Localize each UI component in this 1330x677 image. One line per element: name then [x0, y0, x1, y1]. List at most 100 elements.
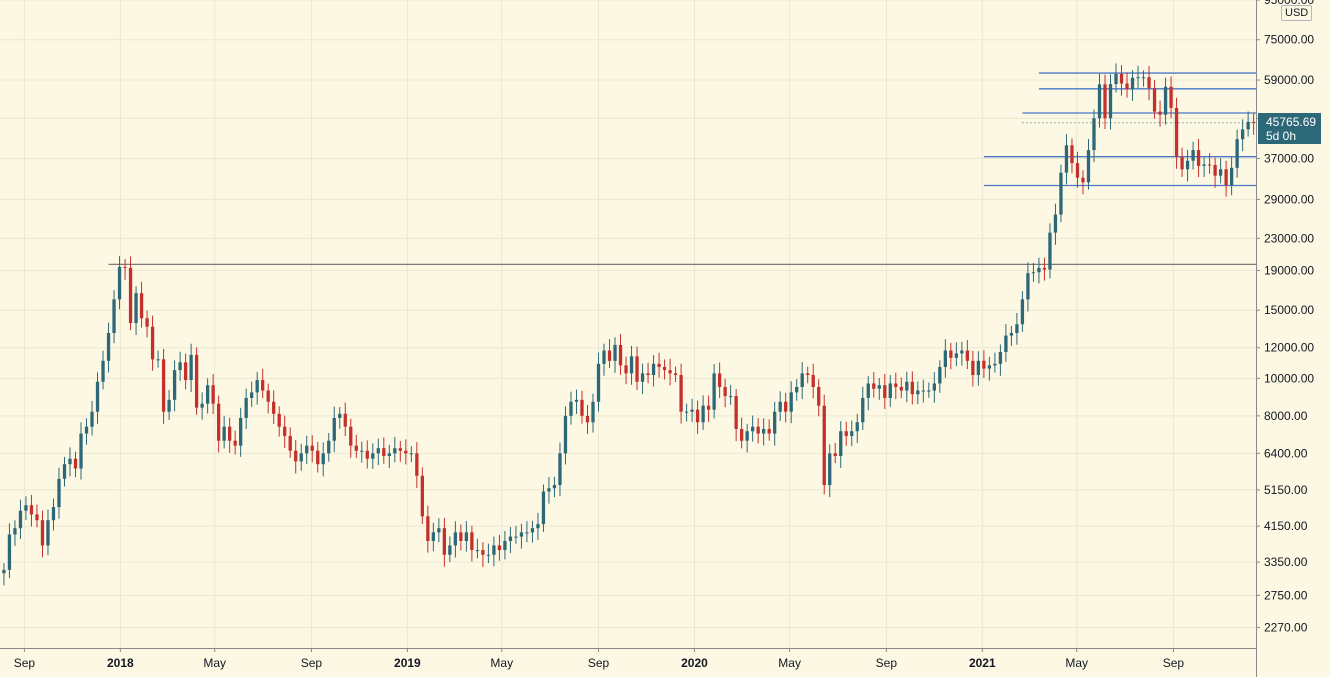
candle	[723, 378, 727, 408]
candle	[618, 333, 623, 375]
time-axis[interactable]: Sep 2018 May Sep 2019 May Sep 2020 May Sep 2021 May…	[14, 648, 1185, 670]
candle-body	[1037, 267, 1041, 273]
candle-body	[1136, 77, 1140, 79]
candle-body	[844, 431, 848, 436]
candle-body	[1158, 111, 1162, 115]
candle-body	[1246, 121, 1250, 130]
candle-body	[745, 431, 749, 441]
candle-body	[1229, 167, 1234, 185]
candle-body	[811, 375, 815, 387]
candle	[536, 512, 540, 540]
candle	[227, 417, 232, 453]
candle	[1015, 312, 1019, 345]
candle	[79, 422, 83, 480]
candle	[1097, 73, 1102, 128]
candle	[1130, 70, 1135, 101]
candle-body	[24, 505, 28, 511]
candle-body	[850, 431, 854, 436]
candle-body	[1235, 139, 1239, 168]
candle-body	[398, 448, 402, 451]
candle-body	[943, 350, 947, 367]
candle-body	[239, 417, 243, 446]
candle-body	[558, 453, 562, 486]
candle	[541, 484, 546, 532]
candle-body	[294, 450, 298, 462]
candle	[1086, 138, 1091, 190]
candle	[1059, 164, 1063, 223]
candle	[949, 342, 953, 370]
candle	[1070, 138, 1074, 174]
candle	[767, 419, 771, 441]
candle-body	[541, 491, 546, 525]
candle	[393, 436, 397, 463]
candle	[73, 451, 78, 478]
y-tick-label: 95000.00	[1264, 0, 1314, 7]
candle-body	[84, 426, 89, 434]
candle-body	[784, 401, 788, 412]
candle-body	[2, 569, 6, 574]
candle	[833, 442, 837, 464]
candle-body	[751, 426, 755, 432]
candle	[519, 523, 524, 549]
candle	[828, 444, 832, 498]
candle	[1180, 147, 1184, 178]
candle	[574, 389, 579, 414]
currency-badge[interactable]: USD	[1281, 5, 1313, 21]
candle-body	[106, 332, 111, 361]
candle-body	[1108, 84, 1113, 119]
candle	[172, 360, 177, 412]
candle	[437, 518, 441, 543]
candle-body	[420, 475, 424, 517]
x-tick-label: 2018	[107, 656, 134, 670]
candle-body	[1196, 150, 1201, 166]
candle-body	[624, 365, 628, 374]
price-axis[interactable]: 2270.00 2750.00 3350.00 4150.00 5150.00 6400.…	[1256, 0, 1314, 635]
candle	[415, 442, 419, 488]
candle-body	[332, 417, 336, 441]
candle-body	[1125, 83, 1129, 90]
candle-body	[668, 370, 672, 374]
candle	[382, 437, 386, 464]
candle-body	[200, 403, 204, 408]
candle-body	[299, 453, 303, 462]
candle-body	[283, 426, 287, 436]
candle-body	[563, 415, 568, 454]
candle-body	[354, 445, 358, 451]
candle-body	[404, 450, 408, 454]
candle	[1042, 257, 1047, 281]
candle-body	[723, 386, 727, 397]
candle	[233, 430, 237, 455]
candle-body	[673, 373, 678, 376]
candle-body	[486, 554, 491, 556]
candle	[486, 543, 491, 564]
candle	[1174, 97, 1179, 169]
candle	[57, 467, 61, 519]
candle	[1119, 65, 1124, 96]
candle-body	[877, 385, 881, 389]
candle	[1114, 63, 1118, 93]
candle	[883, 373, 887, 410]
countdown-timer: 5d 0h	[1266, 129, 1297, 143]
candle-body	[712, 373, 716, 410]
candle-body	[789, 392, 793, 412]
candle-body	[833, 453, 837, 457]
candle	[1020, 291, 1025, 332]
candle-body	[618, 344, 623, 366]
candle	[943, 339, 947, 378]
candle	[327, 433, 331, 462]
candle	[404, 439, 408, 465]
candle	[431, 522, 435, 552]
candle-body	[134, 293, 138, 324]
candle	[222, 415, 226, 449]
candle-body	[585, 415, 590, 423]
candle	[1185, 149, 1190, 182]
candle-body	[635, 356, 639, 382]
candle-body	[706, 405, 711, 410]
candle-body	[112, 299, 116, 333]
candle	[1251, 112, 1256, 135]
candle-body	[547, 488, 551, 492]
candle-body	[57, 478, 61, 508]
candle-body	[596, 363, 601, 402]
candle	[745, 423, 749, 453]
